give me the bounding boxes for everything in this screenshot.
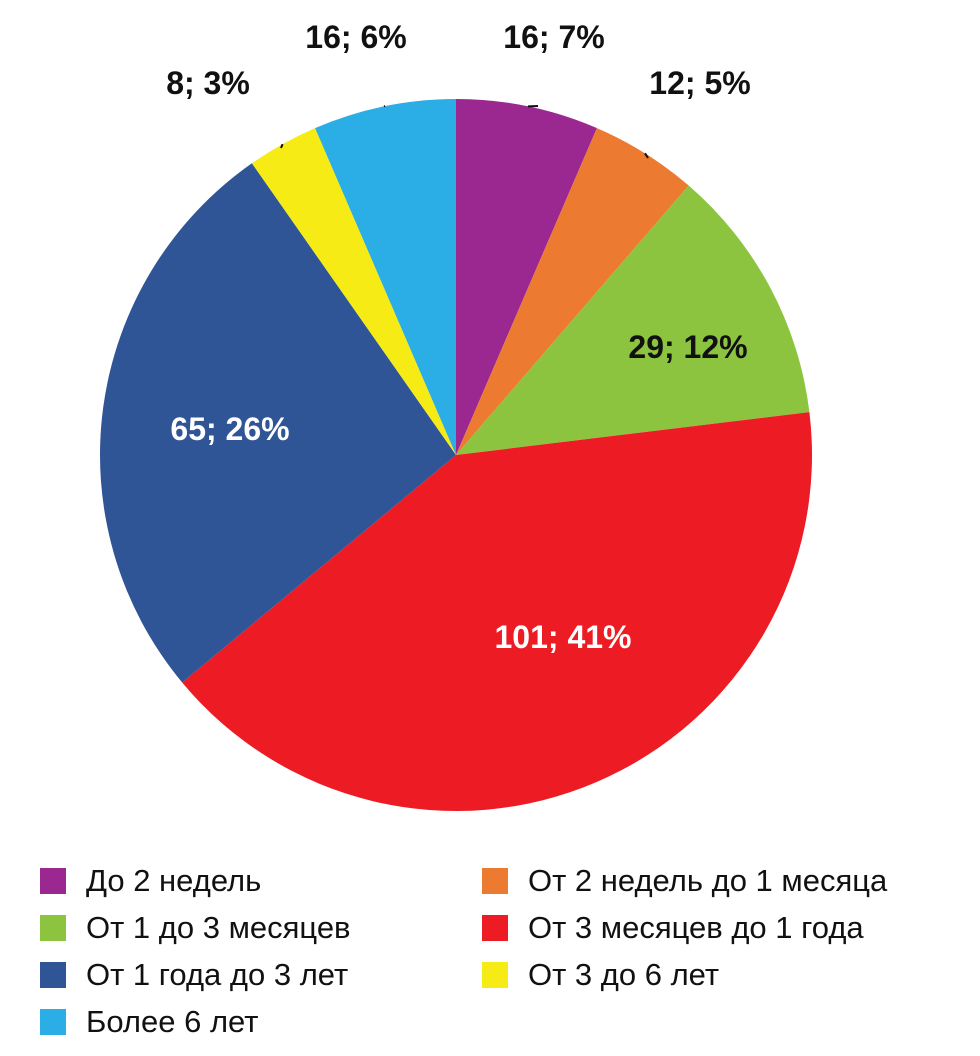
pie-chart: 16; 7% 12; 5% 29; 12% 101; 41% 65; 26% 8; 3% 1… [100,19,812,811]
legend-swatch [40,962,66,988]
pie-slice-3 [182,412,812,811]
legend-item-более-6-лет: Более 6 лет [40,999,258,1045]
legend-swatch [482,962,508,988]
legend-swatch [482,915,508,941]
legend-item-от-2-недель-до-1-месяца: От 2 недель до 1 месяца [482,858,887,904]
data-label-2: 29; 12% [628,329,747,365]
legend-label: От 1 года до 3 лет [86,957,349,992]
legend-label: От 2 недель до 1 месяца [528,863,888,898]
pie-slice-6 [315,99,456,455]
pie-slice-1 [456,128,689,456]
data-label-1: 12; 5% [649,65,750,101]
data-label-3: 101; 41% [495,619,632,655]
legend-label: До 2 недель [86,863,262,898]
legend-swatch [40,1009,66,1035]
data-label-6: 16; 6% [305,19,406,55]
legend-item-от-1-года-до-3-лет: От 1 года до 3 лет [40,952,348,998]
pie-slice-0 [456,99,597,455]
data-label-4: 65; 26% [170,411,289,447]
legend-swatch [40,868,66,894]
legend-swatch [482,868,508,894]
leader-line-5 [280,143,284,149]
legend-item-от-3-до-6-лет: От 3 до 6 лет [482,952,719,998]
legend-label: Более 6 лет [86,1004,259,1039]
legend-label: От 3 месяцев до 1 года [528,910,864,945]
legend-label: От 3 до 6 лет [528,957,720,992]
legend-label: От 1 до 3 месяцев [86,910,351,945]
pie-slice-5 [251,128,456,456]
legend: До 2 недель От 2 недель до 1 месяца От 1… [40,858,960,1048]
legend-swatch [40,915,66,941]
legend-item-от-3-месяцев-до-1-года: От 3 месяцев до 1 года [482,905,864,951]
pie-slice-2 [456,185,810,456]
legend-item-от-1-до-3-месяцев: От 1 до 3 месяцев [40,905,351,951]
leader-line-1 [644,152,649,159]
pie-slice-4 [100,163,456,683]
legend-item-до-2-недель: До 2 недель [40,858,261,904]
data-label-5: 8; 3% [166,65,250,101]
data-label-0: 16; 7% [503,19,604,55]
